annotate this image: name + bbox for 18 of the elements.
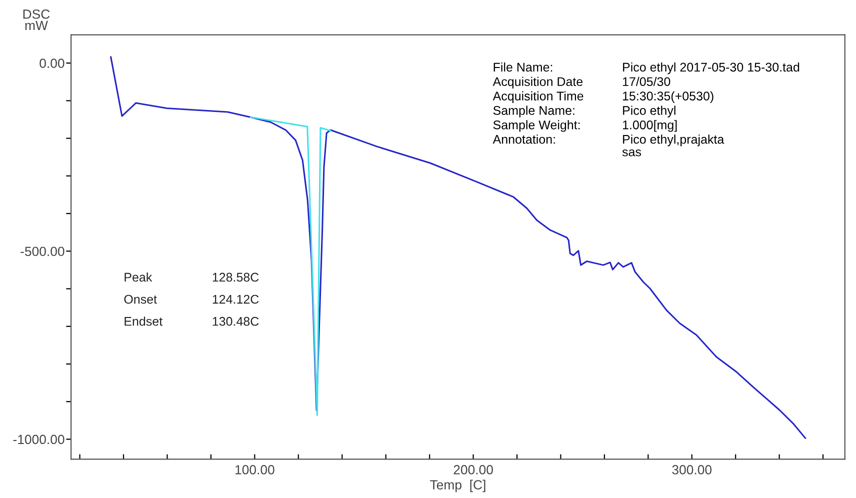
y-tick-label: 0.00 [40,58,64,68]
text: Acquisition Time 15:30:35(+0530) [492,91,714,103]
text: Onset 124.12C [124,294,259,304]
text: Peak 128.58C [124,272,259,282]
text: Acquisition Date 17/05/30 [492,76,670,89]
line-series [110,56,806,439]
x-tick-label: 100.00 [235,465,274,474]
x-axis-title: Temp [C] [430,480,486,492]
y-tick-label: -1000.00 [13,434,64,444]
x-tick-label: 300.00 [672,465,712,474]
text: Annotation: Pico ethyl,prajakta sas [492,134,724,156]
text: Endset 130.48C [124,316,259,326]
y-tick-label: -500.00 [20,246,64,256]
x-tick-label: 200.00 [454,465,493,474]
text: File Name: Pico ethyl 2017-05-30 15-30.tad [494,62,800,74]
text: Sample Name: Pico ethyl [493,106,676,118]
y-axis-title: DSC mW [23,9,50,30]
text: Sample Weight: 1.000[mg] [493,120,677,132]
